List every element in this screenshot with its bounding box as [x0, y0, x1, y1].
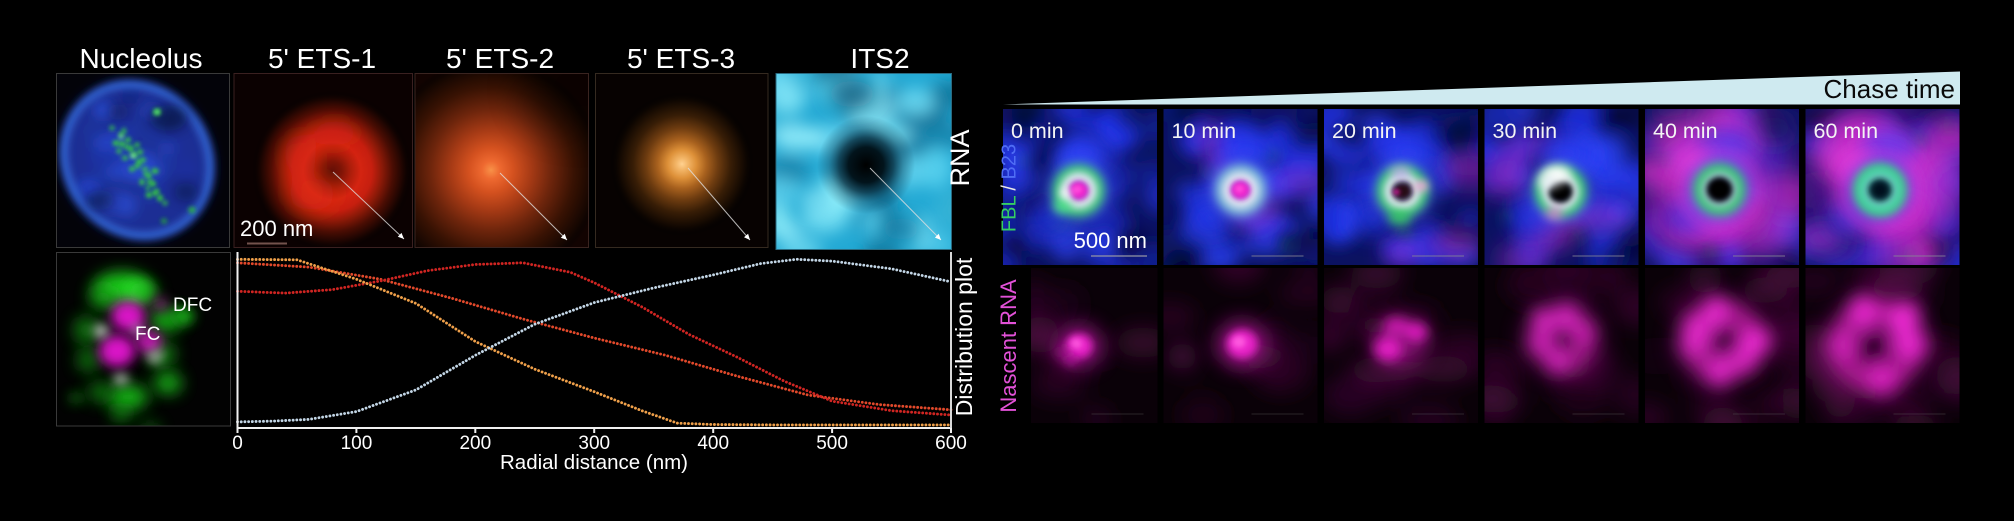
svg-text:200: 200 [459, 433, 491, 454]
svg-text:300: 300 [578, 433, 610, 454]
svg-text:5' ETS-1: 5' ETS-1 [268, 43, 376, 74]
svg-text:Radial distance (nm): Radial distance (nm) [500, 451, 688, 474]
svg-text:40 min: 40 min [1653, 119, 1718, 143]
svg-text:20 min: 20 min [1332, 119, 1397, 143]
svg-text:5' ETS-2: 5' ETS-2 [446, 43, 554, 74]
svg-text:0 min: 0 min [1011, 119, 1064, 143]
svg-text:500 nm: 500 nm [1074, 228, 1147, 253]
svg-text:FBL / B23: FBL / B23 [999, 144, 1021, 232]
svg-text:Chase time: Chase time [1824, 74, 1956, 104]
svg-text:FC: FC [135, 324, 160, 345]
svg-text:500: 500 [816, 433, 848, 454]
svg-text:100: 100 [341, 433, 373, 454]
svg-text:RNA: RNA [945, 129, 975, 186]
svg-text:Distribution plot: Distribution plot [951, 257, 977, 416]
svg-text:Nascent RNA: Nascent RNA [996, 279, 1021, 413]
svg-text:30 min: 30 min [1493, 119, 1558, 143]
svg-text:DFC: DFC [173, 295, 212, 316]
svg-text:10 min: 10 min [1172, 119, 1237, 143]
svg-text:0: 0 [232, 433, 243, 454]
svg-text:Nucleolus: Nucleolus [80, 43, 203, 74]
svg-text:200 nm: 200 nm [240, 216, 313, 241]
svg-text:60 min: 60 min [1814, 119, 1879, 143]
svg-text:600: 600 [935, 433, 967, 454]
svg-text:400: 400 [697, 433, 729, 454]
svg-text:ITS2: ITS2 [850, 43, 909, 74]
svg-text:5' ETS-3: 5' ETS-3 [627, 43, 735, 74]
